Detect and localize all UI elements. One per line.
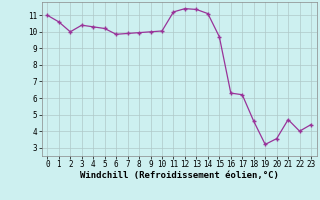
X-axis label: Windchill (Refroidissement éolien,°C): Windchill (Refroidissement éolien,°C) — [80, 171, 279, 180]
